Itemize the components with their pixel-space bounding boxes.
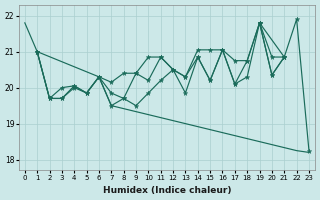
X-axis label: Humidex (Indice chaleur): Humidex (Indice chaleur) — [103, 186, 231, 195]
